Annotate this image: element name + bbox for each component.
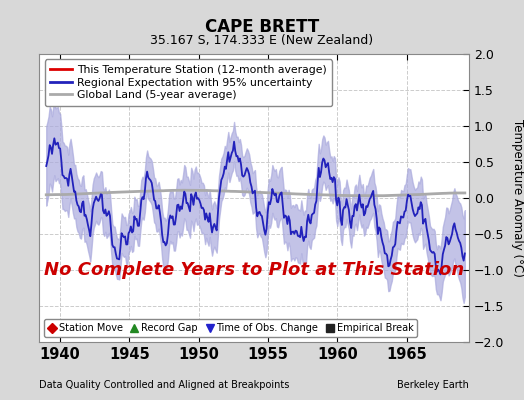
Y-axis label: Temperature Anomaly (°C): Temperature Anomaly (°C) (511, 119, 524, 277)
Text: CAPE BRETT: CAPE BRETT (205, 18, 319, 36)
Text: Berkeley Earth: Berkeley Earth (397, 380, 469, 390)
Legend: Station Move, Record Gap, Time of Obs. Change, Empirical Break: Station Move, Record Gap, Time of Obs. C… (44, 319, 417, 337)
Text: Data Quality Controlled and Aligned at Breakpoints: Data Quality Controlled and Aligned at B… (39, 380, 290, 390)
Text: 35.167 S, 174.333 E (New Zealand): 35.167 S, 174.333 E (New Zealand) (150, 34, 374, 47)
Text: No Complete Years to Plot at This Station: No Complete Years to Plot at This Statio… (44, 261, 464, 279)
